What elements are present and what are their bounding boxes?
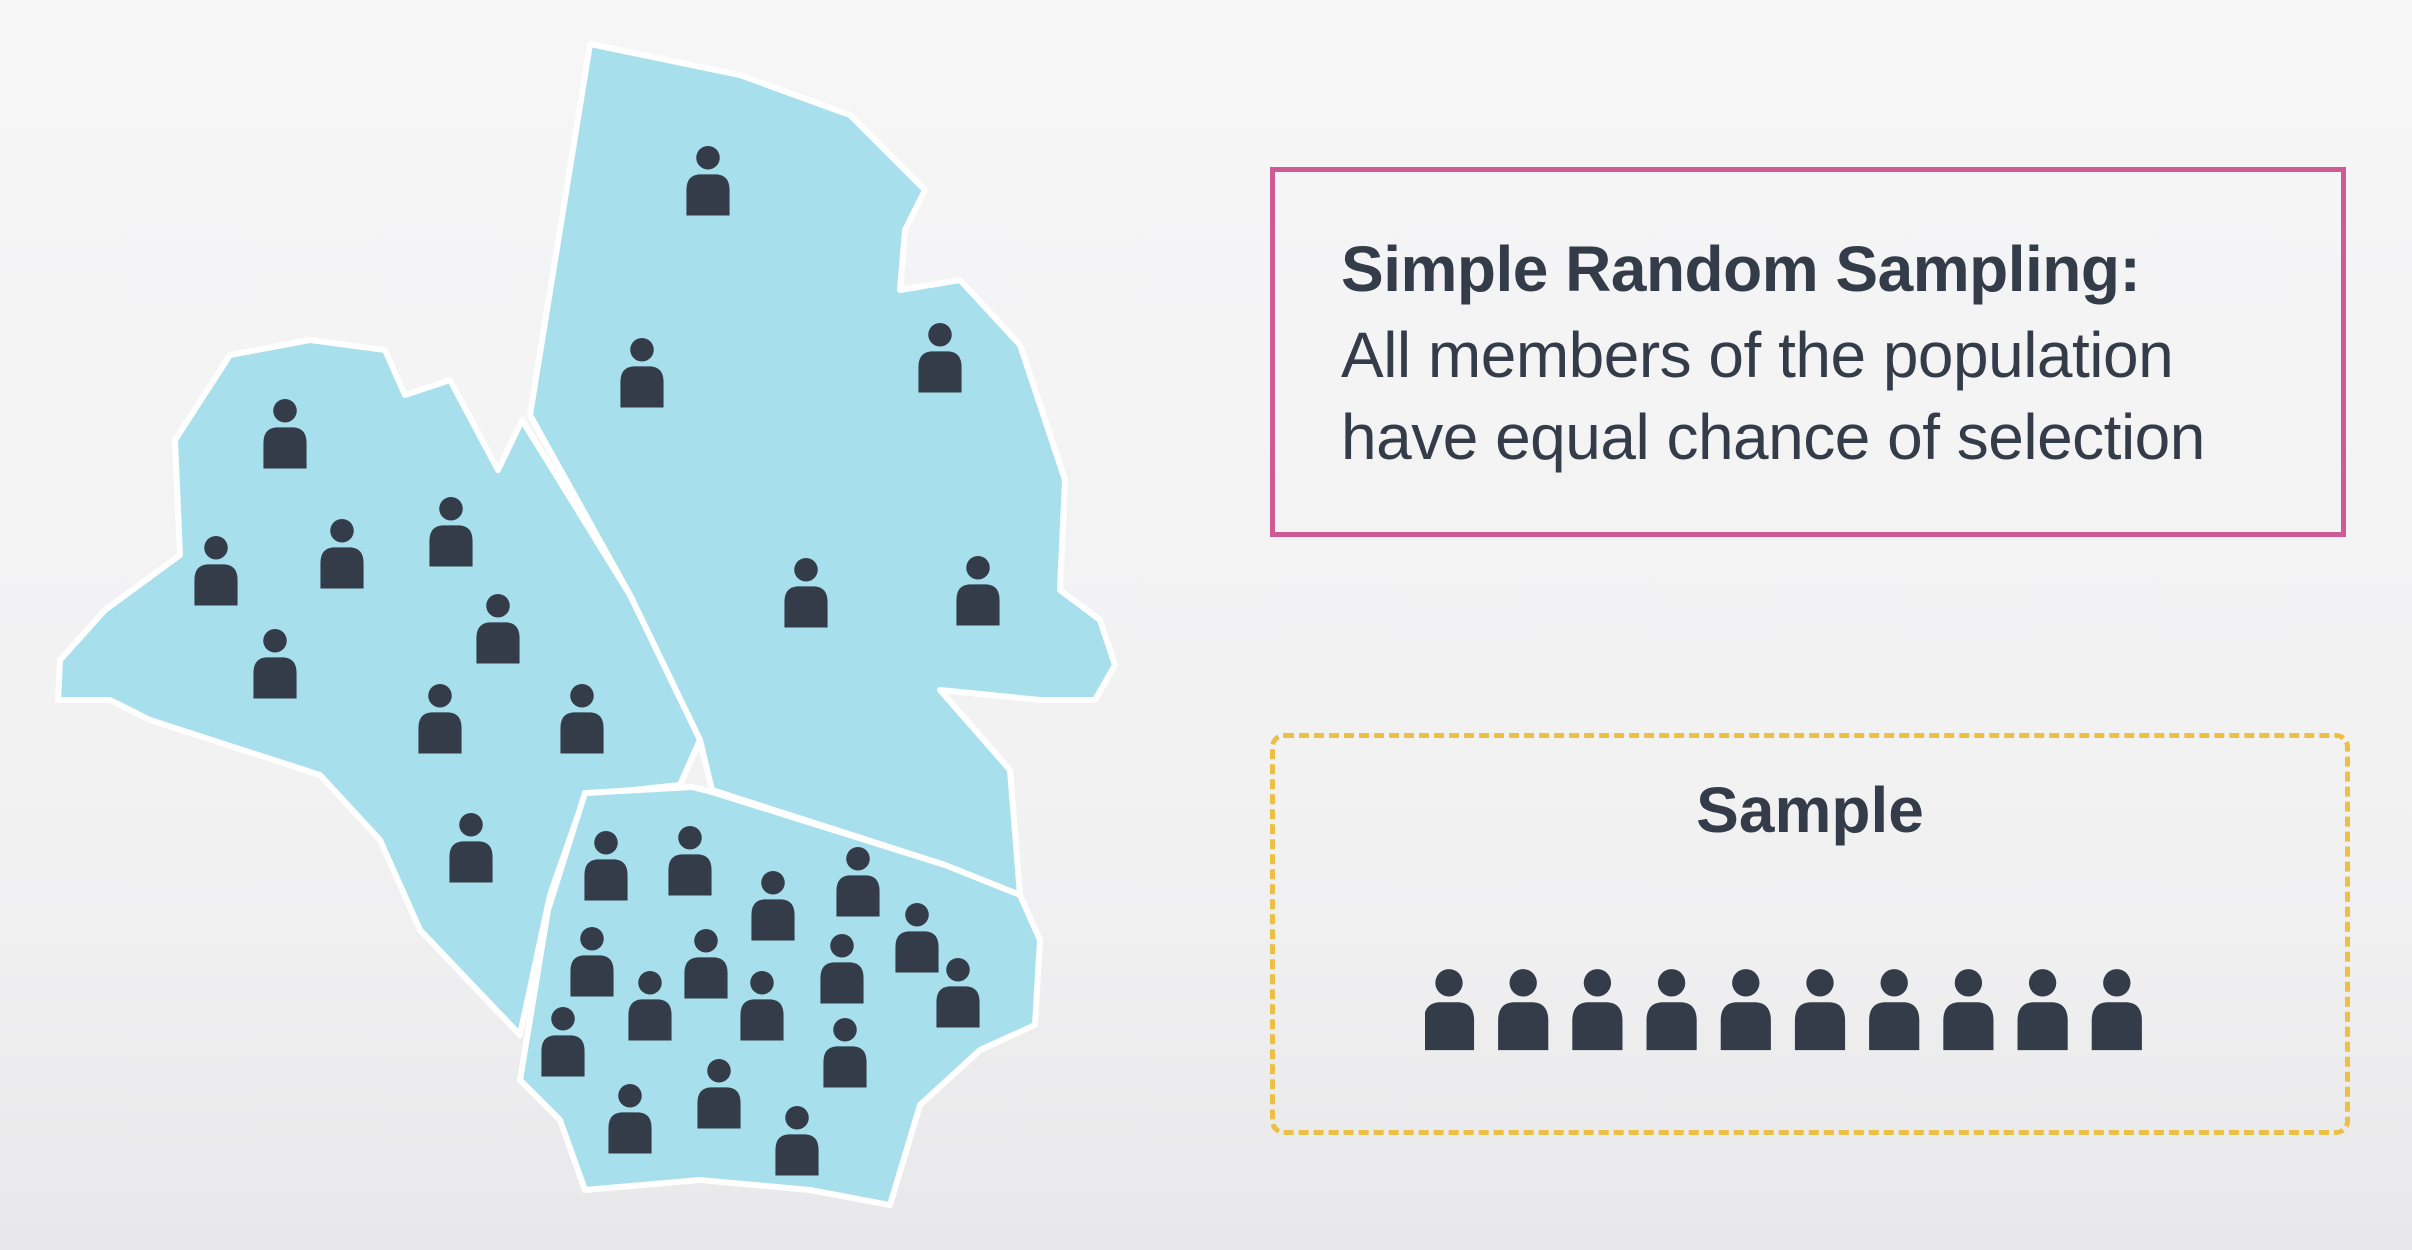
definition-box: Simple Random Sampling: All members of t… <box>1270 167 2346 537</box>
region-south <box>517 784 1043 1208</box>
person-icon <box>784 557 828 628</box>
person-icon <box>684 928 728 999</box>
person-icon <box>429 496 473 567</box>
person-icon <box>751 870 795 941</box>
definition-line-2: have equal chance of selection <box>1341 401 2205 473</box>
sample-person-icon <box>1498 969 1549 1051</box>
population-map <box>55 41 1118 1208</box>
sample-person-icon <box>1646 969 1697 1051</box>
definition-text: All members of the population have equal… <box>1341 314 2321 478</box>
sample-person-icon <box>1425 969 1475 1051</box>
person-icon <box>476 593 520 664</box>
sample-person-icon <box>2017 969 2068 1051</box>
person-icon <box>628 970 672 1041</box>
person-icon <box>956 555 1000 626</box>
person-icon <box>686 145 730 216</box>
map-regions <box>55 41 1118 1208</box>
person-icon <box>584 830 628 901</box>
person-icon <box>895 902 939 973</box>
person-icon <box>570 926 614 997</box>
sample-person-icon <box>1869 969 1920 1051</box>
person-icon <box>820 933 864 1004</box>
person-icon <box>668 825 712 896</box>
person-icon <box>541 1006 585 1077</box>
sample-person-icon <box>2091 969 2142 1051</box>
definition-line-1: All members of the population <box>1341 319 2174 391</box>
person-icon <box>740 970 784 1041</box>
person-icon <box>823 1017 867 1088</box>
sample-title: Sample <box>1696 774 1924 846</box>
sample-person-icon <box>1720 969 1771 1051</box>
definition-title: Simple Random Sampling: <box>1341 233 2141 305</box>
person-icon <box>775 1105 819 1176</box>
person-icon <box>918 322 962 393</box>
person-icon <box>253 628 297 699</box>
person-icon <box>608 1083 652 1154</box>
person-icon <box>194 535 238 606</box>
sample-person-icon <box>1794 969 1846 1051</box>
person-icon <box>936 957 980 1028</box>
sample-people <box>1425 969 2142 1051</box>
person-icon <box>836 846 880 917</box>
person-icon <box>449 812 493 883</box>
person-icon <box>620 337 664 408</box>
person-icon <box>697 1058 741 1129</box>
sample-box: Sample <box>1270 733 2350 1135</box>
person-icon <box>560 683 604 754</box>
region-north <box>527 41 1118 898</box>
sample-person-icon <box>1572 969 1623 1051</box>
population-people <box>194 145 1000 1176</box>
person-icon <box>320 518 364 589</box>
person-icon <box>263 398 307 469</box>
sample-person-icon <box>1943 969 1994 1051</box>
person-icon <box>418 683 462 754</box>
